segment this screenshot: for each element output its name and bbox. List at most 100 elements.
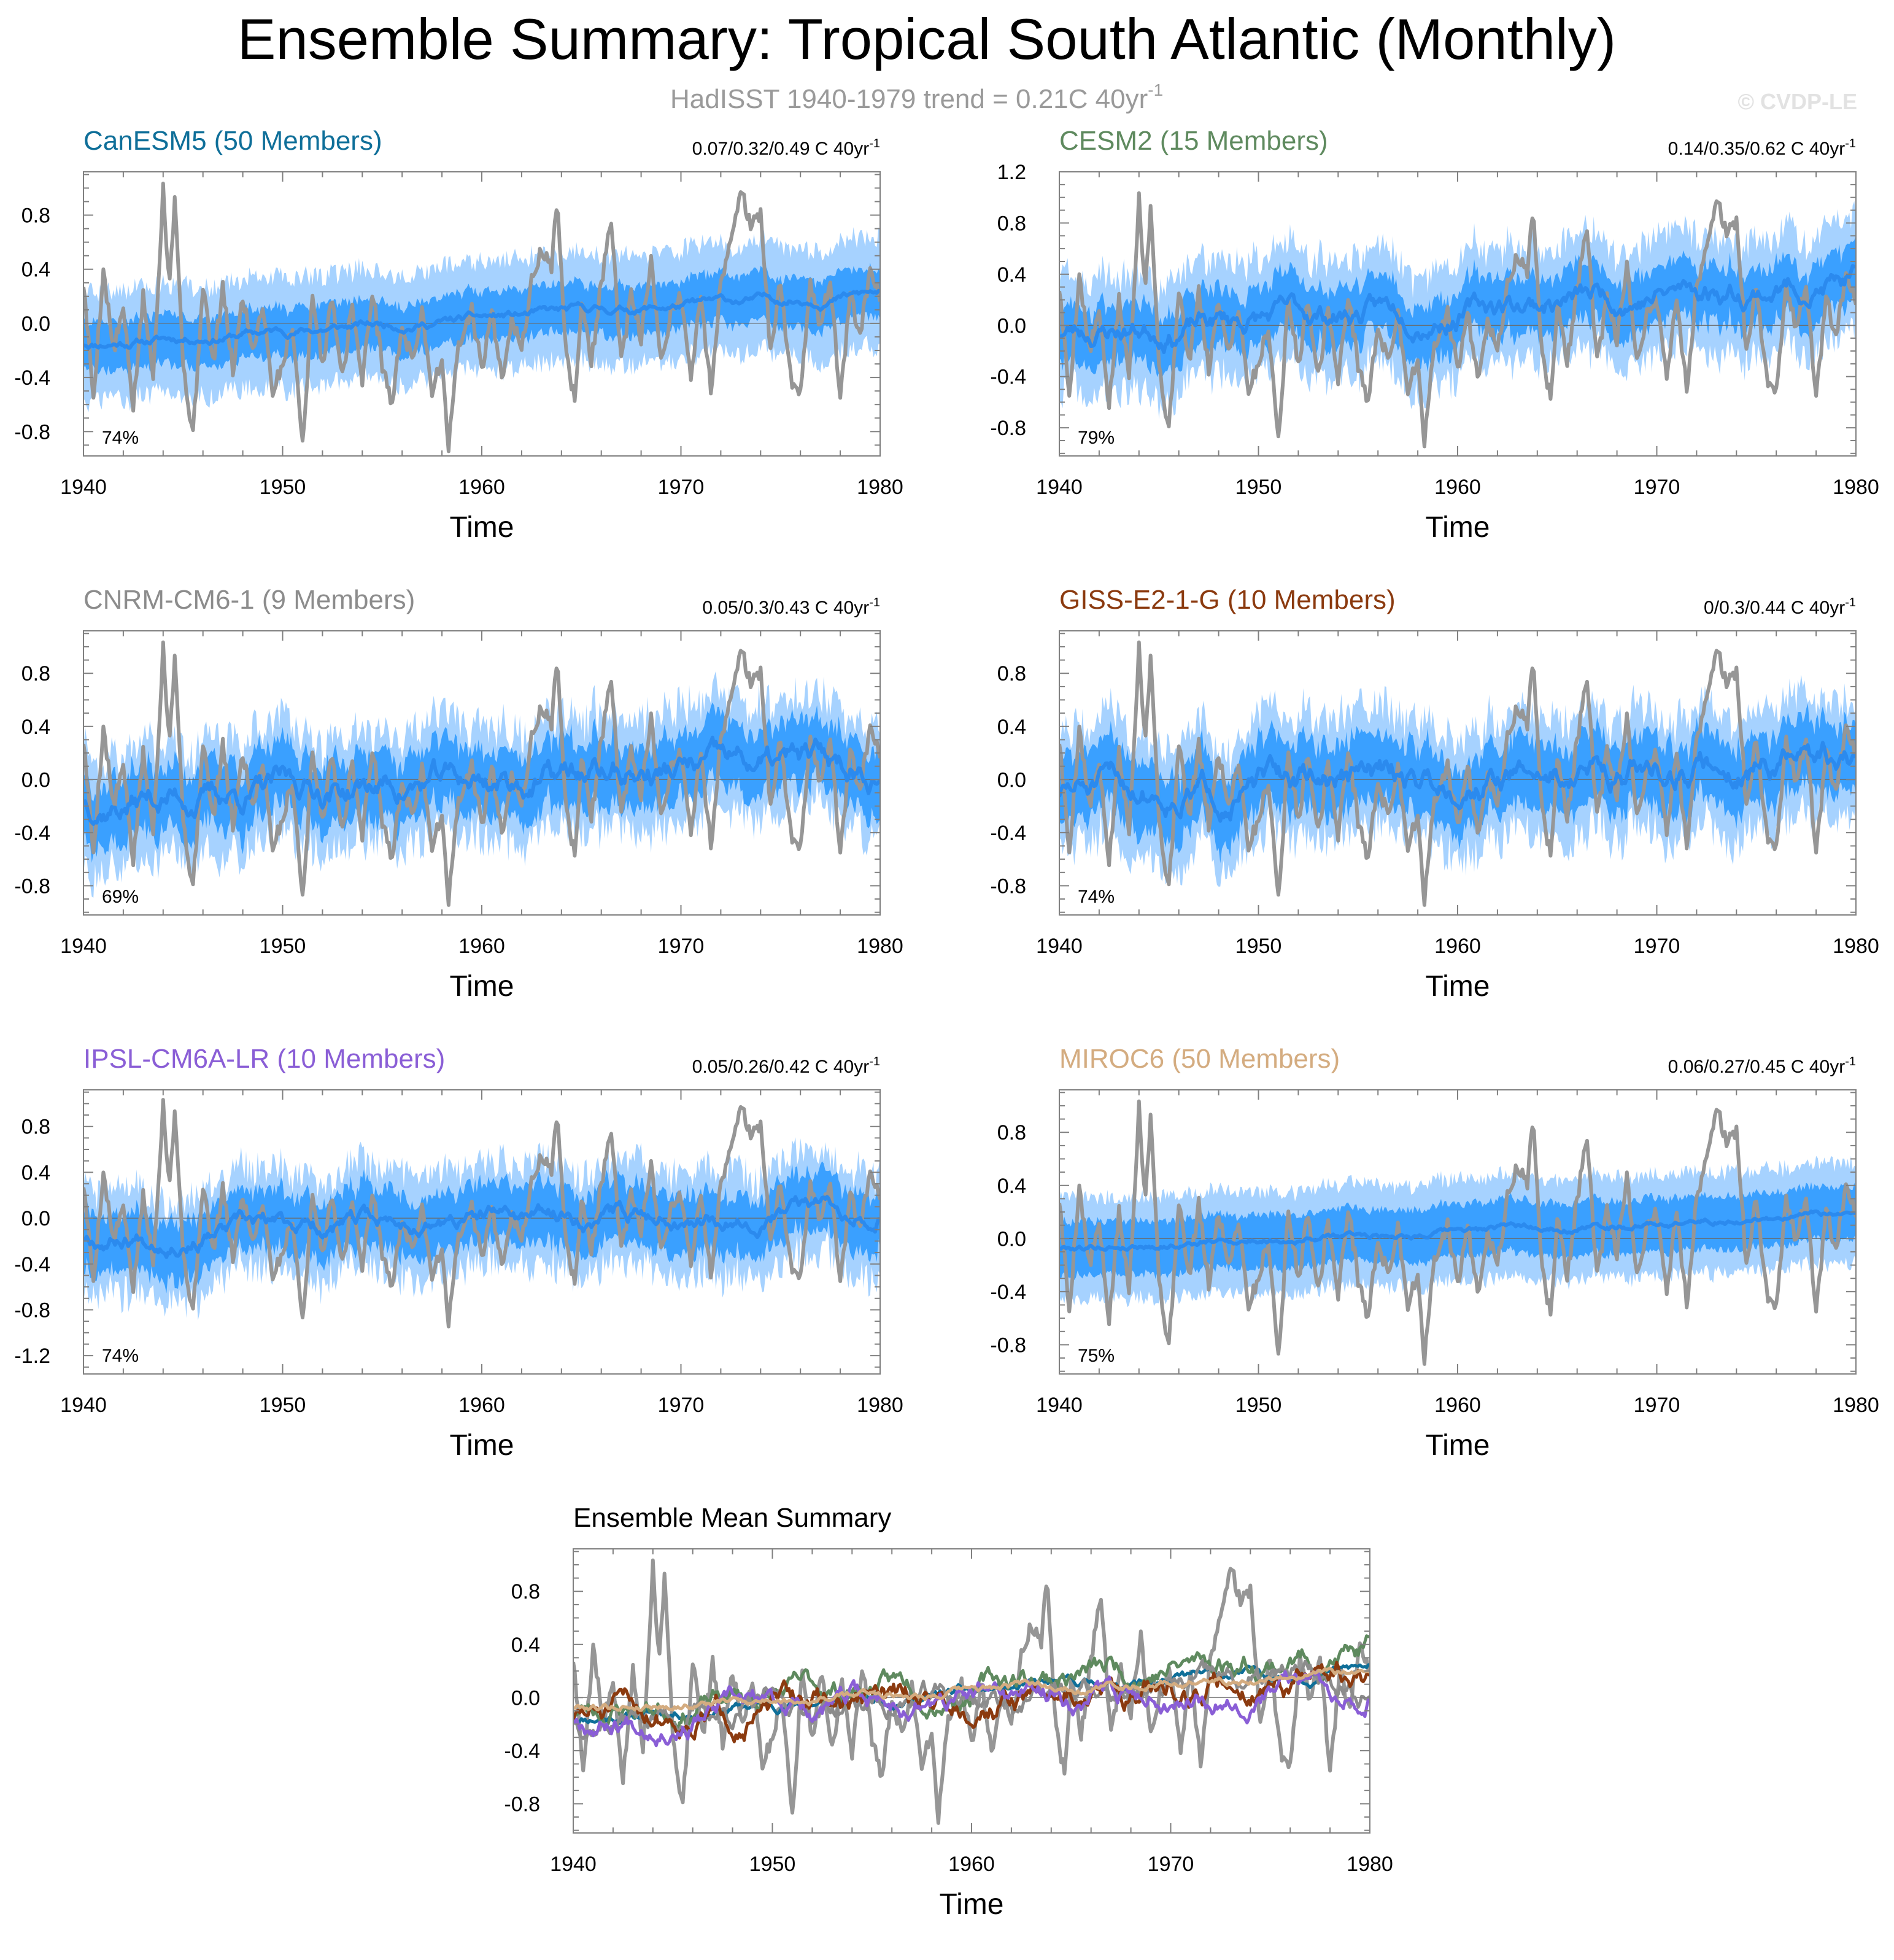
- ensemble-mean-line: [83, 735, 880, 826]
- trend-label: 0.07/0.32/0.49 C 40yr-1: [692, 137, 880, 159]
- y-tick-label: 0.0: [997, 1227, 1026, 1251]
- x-axis-label: Time: [450, 970, 514, 1003]
- x-tick-label: 1980: [857, 1394, 903, 1417]
- x-tick-label: 1970: [1634, 935, 1680, 958]
- y-tick-label: 0.4: [997, 263, 1026, 287]
- figure-subtitle: HadISST 1940-1979 trend = 0.21C 40yr-1: [670, 80, 1163, 114]
- percent-label: 74%: [102, 428, 139, 448]
- obs-line: [1059, 1099, 1856, 1366]
- percent-label: 74%: [1078, 887, 1115, 907]
- trend-value: 0.05/0.26/0.42 C 40yr: [692, 1057, 870, 1077]
- y-tick-label: -0.8: [990, 417, 1026, 440]
- x-tick-label: 1950: [260, 476, 306, 499]
- plot-area: [83, 640, 880, 907]
- trend-sup: -1: [1845, 596, 1856, 609]
- percent-label: 69%: [102, 887, 139, 907]
- panel-cnrm: CNRM-CM6-1 (9 Members) 0.05/0.3/0.43 C 40…: [14, 585, 903, 1003]
- x-tick-label: 1950: [260, 1394, 306, 1417]
- y-tick-label: 0.4: [997, 716, 1026, 739]
- x-tick-label: 1940: [60, 476, 107, 499]
- ensemble-mean-line: [1059, 741, 1856, 823]
- y-tick-label: -0.4: [504, 1740, 540, 1763]
- y-tick-label: -1.2: [14, 1345, 50, 1368]
- trend-label: 0.05/0.26/0.42 C 40yr-1: [692, 1055, 880, 1077]
- x-tick-label: 1980: [1833, 476, 1879, 499]
- trend-value: 0.06/0.27/0.45 C 40yr: [1668, 1057, 1846, 1077]
- series-line-ipsl-cm6a-lr: [573, 1670, 1370, 1748]
- trend-sup: -1: [1845, 137, 1856, 150]
- ensemble-mean-line: [83, 1195, 880, 1259]
- x-tick-label: 1980: [857, 935, 903, 958]
- spread-inner-band: [1059, 1182, 1856, 1281]
- subtitle-sup: -1: [1148, 80, 1163, 99]
- y-tick-label: 0.0: [511, 1686, 540, 1710]
- y-tick-label: -0.8: [14, 420, 50, 444]
- y-tick-label: 0.4: [997, 1175, 1026, 1198]
- y-tick-label: 0.0: [21, 768, 50, 792]
- x-axis-label: Time: [1426, 1429, 1490, 1462]
- x-tick-label: 1970: [1634, 1394, 1680, 1417]
- percent-label: 74%: [102, 1346, 139, 1366]
- x-tick-label: 1940: [60, 935, 107, 958]
- x-tick-label: 1960: [1434, 1394, 1481, 1417]
- panel-giss: GISS-E2-1-G (10 Members) 0/0.3/0.44 C 40y…: [990, 585, 1879, 1003]
- y-tick-label: -0.4: [14, 822, 50, 845]
- x-tick-label: 1960: [948, 1853, 995, 1876]
- y-tick-label: 0.0: [997, 768, 1026, 792]
- panel-title: CNRM-CM6-1 (9 Members): [83, 585, 415, 615]
- percent-label: 75%: [1078, 1346, 1115, 1366]
- panel-ipsl: IPSL-CM6A-LR (10 Members) 0.05/0.26/0.42 …: [14, 1044, 903, 1462]
- x-tick-label: 1970: [658, 935, 705, 958]
- y-tick-label: -0.8: [504, 1792, 540, 1816]
- y-tick-label: -0.4: [990, 1281, 1026, 1304]
- x-tick-label: 1980: [1833, 935, 1879, 958]
- panel-title: CanESM5 (50 Members): [83, 126, 382, 156]
- y-tick-label: -0.4: [14, 366, 50, 390]
- spread-inner-band: [1059, 234, 1856, 381]
- x-tick-label: 1970: [1634, 476, 1680, 499]
- panel-title: CESM2 (15 Members): [1059, 126, 1328, 156]
- y-tick-label: 0.4: [21, 716, 50, 739]
- spread-inner-band: [83, 263, 880, 377]
- x-tick-label: 1980: [1833, 1394, 1879, 1417]
- series-line-miroc6: [573, 1667, 1370, 1712]
- ensemble-mean-line: [1059, 1209, 1856, 1252]
- x-tick-label: 1960: [458, 935, 505, 958]
- x-tick-label: 1980: [1347, 1853, 1393, 1876]
- trend-label: 0.06/0.27/0.45 C 40yr-1: [1668, 1055, 1856, 1077]
- x-tick-label: 1950: [1235, 935, 1282, 958]
- x-tick-label: 1940: [1036, 935, 1083, 958]
- obs-line: [1059, 191, 1856, 449]
- y-tick-label: 0.8: [997, 662, 1026, 685]
- panel-miroc6: MIROC6 (50 Members) 0.06/0.27/0.45 C 40yr…: [990, 1044, 1879, 1462]
- x-tick-label: 1950: [1235, 1394, 1282, 1417]
- trend-value: 0.07/0.32/0.49 C 40yr: [692, 139, 870, 159]
- trend-sup: -1: [869, 137, 880, 150]
- trend-sup: -1: [869, 1055, 880, 1068]
- x-tick-label: 1950: [749, 1853, 796, 1876]
- panels-group: CanESM5 (50 Members) 0.07/0.32/0.49 C 40y…: [14, 126, 1879, 1921]
- x-tick-label: 1940: [550, 1853, 597, 1876]
- spread-inner-band: [1059, 703, 1856, 863]
- panel-canesm5: CanESM5 (50 Members) 0.07/0.32/0.49 C 40y…: [14, 126, 903, 544]
- trend-value: 0/0.3/0.44 C 40yr: [1704, 598, 1845, 618]
- y-tick-label: 0.4: [21, 1161, 50, 1184]
- panel-title: GISS-E2-1-G (10 Members): [1059, 585, 1396, 615]
- y-tick-label: 0.8: [21, 204, 50, 228]
- panel-title: MIROC6 (50 Members): [1059, 1044, 1340, 1074]
- panel-cesm2: CESM2 (15 Members) 0.14/0.35/0.62 C 40yr-…: [990, 126, 1879, 544]
- y-tick-label: -0.8: [14, 1298, 50, 1322]
- y-tick-label: 0.0: [21, 312, 50, 336]
- x-tick-label: 1950: [260, 935, 306, 958]
- plot-area: [83, 1098, 880, 1329]
- y-tick-label: -0.8: [990, 874, 1026, 898]
- x-tick-label: 1980: [857, 476, 903, 499]
- y-tick-label: -0.4: [990, 822, 1026, 845]
- x-axis-label: Time: [1426, 511, 1490, 544]
- plot-area: [1059, 191, 1856, 449]
- ensemble-mean-line: [1059, 264, 1856, 354]
- y-tick-label: 0.4: [511, 1634, 540, 1657]
- obs-line: [83, 182, 880, 453]
- x-axis-label: Time: [450, 511, 514, 544]
